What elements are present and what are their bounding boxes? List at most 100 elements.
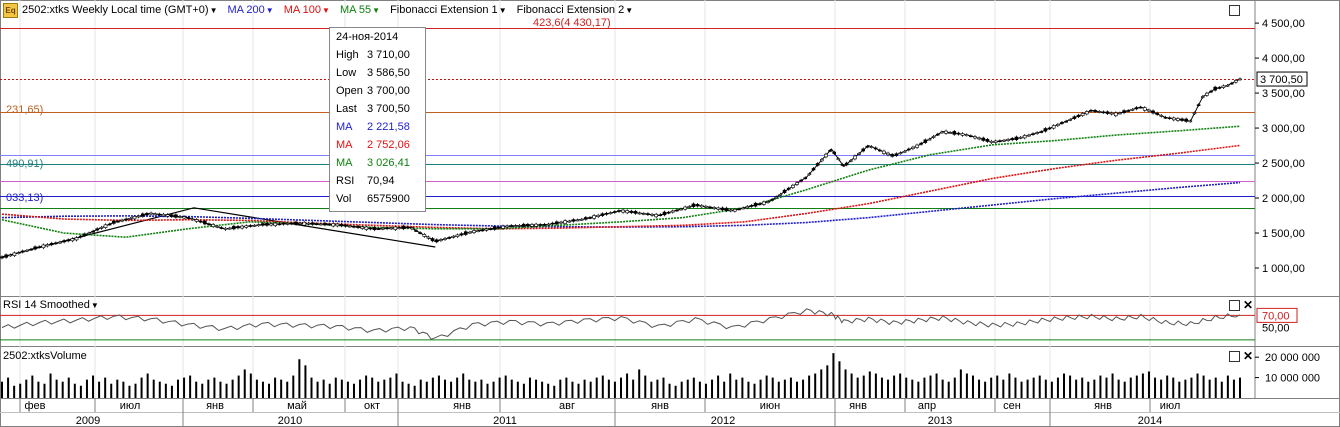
candle-body — [828, 150, 832, 152]
candle-body — [815, 163, 820, 166]
candle-body — [480, 229, 485, 232]
candle-body — [762, 201, 766, 205]
equity-icon[interactable]: Eq — [3, 3, 18, 18]
candle-body — [517, 225, 522, 227]
candle-body — [538, 224, 543, 226]
candle-body — [343, 224, 348, 227]
candle-body — [132, 216, 137, 220]
candle-body — [956, 132, 961, 135]
indicator-label: MA 100 — [283, 4, 322, 16]
candle-body — [186, 217, 191, 219]
candle-body — [724, 207, 729, 212]
candle-body — [782, 189, 787, 193]
candle-body — [157, 213, 162, 216]
candle-body — [1035, 132, 1039, 134]
volume-panel-title[interactable]: 2502:xtksVolume — [3, 350, 87, 362]
month-label: сен — [1003, 400, 1021, 412]
rsi-close-icon[interactable]: ✕ — [1243, 298, 1254, 312]
candle-body — [675, 209, 679, 212]
candle-body — [998, 140, 1002, 143]
candle-body — [919, 142, 923, 145]
candle-body — [563, 220, 567, 224]
indicator-ma100[interactable]: MA 100▼ — [284, 4, 330, 16]
candle-body — [1105, 111, 1110, 114]
candle-body — [534, 223, 538, 227]
price-tick-label: 4 000,00 — [1262, 53, 1305, 65]
year-label: 2012 — [711, 415, 735, 427]
series-line-ma-200 — [1, 181, 1241, 228]
candle-body — [256, 224, 261, 226]
tooltip-value: 3 026,41 — [367, 157, 410, 169]
candle-body — [397, 227, 402, 230]
candle-body — [401, 225, 406, 230]
volume-close-icon[interactable]: ✕ — [1243, 349, 1254, 363]
candle-body — [1142, 107, 1147, 111]
year-label: 2009 — [76, 415, 100, 427]
candle-body — [277, 223, 282, 226]
candle-body — [1122, 110, 1126, 113]
candle-body — [335, 223, 340, 227]
candle-body — [261, 223, 265, 226]
candle-body — [795, 182, 799, 185]
candle-body — [376, 228, 381, 230]
candle-body — [472, 230, 476, 233]
candle-body — [290, 222, 294, 225]
indicator-ma200[interactable]: MA 200▼ — [227, 4, 273, 16]
candle-body — [973, 136, 977, 139]
candle-body — [83, 233, 87, 236]
candle-body — [546, 223, 551, 226]
indicator-ma55[interactable]: MA 55▼ — [340, 4, 380, 16]
candle-body — [248, 225, 253, 227]
candle-body — [1163, 116, 1168, 119]
candle-body — [526, 223, 530, 227]
candle-body — [940, 131, 944, 134]
candle-body — [252, 225, 257, 227]
candle-body — [190, 218, 195, 221]
volume-maximize-icon[interactable] — [1229, 351, 1240, 362]
month-label: июл — [120, 400, 141, 412]
maximize-icon[interactable] — [1229, 5, 1240, 16]
candle-body — [140, 213, 145, 217]
candle-body — [865, 145, 870, 148]
tooltip-key: High — [336, 49, 359, 61]
tooltip-key: Last — [336, 103, 357, 115]
chevron-down-icon: ▼ — [322, 6, 330, 15]
candle-body — [418, 232, 422, 234]
candle-body — [844, 162, 849, 166]
candle-body — [393, 226, 398, 230]
candle-body — [174, 214, 178, 218]
candle-body — [1093, 110, 1097, 112]
price-tick-label: 1 500,00 — [1262, 228, 1305, 240]
candle-body — [310, 222, 315, 225]
candle-body — [103, 224, 108, 228]
candle-body — [381, 227, 385, 230]
candle-body — [799, 179, 803, 182]
year-label: 2011 — [493, 415, 517, 427]
candle-body — [298, 222, 302, 225]
candle-body — [625, 210, 630, 214]
price-tick-label: 2 000,00 — [1262, 193, 1305, 205]
candle-body — [1196, 104, 1201, 106]
candle-body — [29, 248, 33, 251]
indicator-fib-ext-2[interactable]: Fibonacci Extension 2▼ — [517, 4, 634, 16]
candle-body — [447, 237, 451, 239]
candle-body — [1027, 134, 1031, 137]
symbol-selector[interactable]: 2502:xtks Weekly Local time (GMT+0)▼ — [22, 4, 217, 16]
candle-body — [0, 256, 4, 259]
tooltip-value: 70,94 — [367, 175, 395, 187]
rsi-maximize-icon[interactable] — [1229, 300, 1240, 311]
candle-body — [4, 254, 8, 258]
candle-body — [161, 213, 166, 217]
candle-body — [559, 221, 563, 224]
candle-body — [1043, 128, 1048, 132]
candle-body — [1072, 116, 1077, 119]
candle-body — [1171, 117, 1176, 121]
candle-body — [737, 208, 741, 211]
candle-body — [505, 225, 509, 228]
rsi-panel-title[interactable]: RSI 14 Smoothed▼ — [3, 299, 99, 311]
indicator-fib-ext-1[interactable]: Fibonacci Extension 1▼ — [390, 4, 507, 16]
candle-body — [207, 223, 211, 226]
candle-body — [1014, 136, 1019, 141]
candle-body — [745, 206, 750, 209]
